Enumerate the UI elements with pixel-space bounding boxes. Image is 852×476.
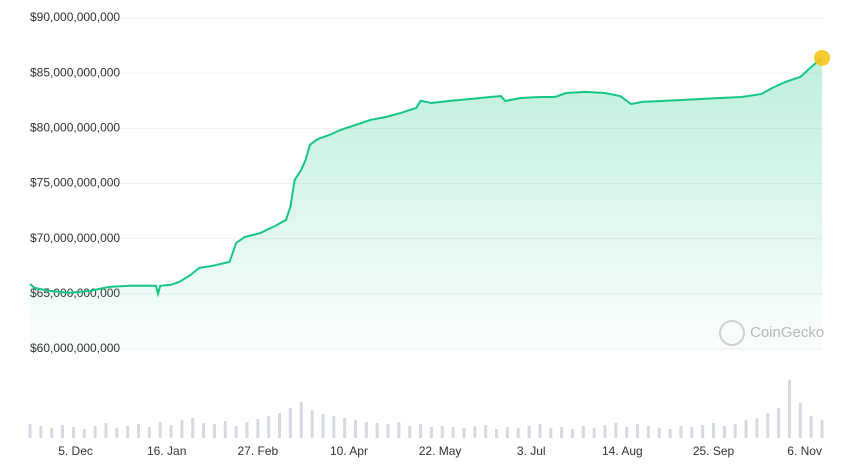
volume-bar: [408, 426, 412, 438]
volume-bar: [462, 428, 466, 438]
volume-bar: [353, 420, 357, 438]
volume-bar: [505, 427, 509, 438]
volume-bar: [679, 426, 683, 438]
volume-bar: [440, 426, 444, 438]
volume-bar: [646, 426, 650, 438]
volume-bar: [245, 422, 249, 438]
volume-bar: [321, 414, 325, 438]
y-tick-label: $75,000,000,000: [30, 176, 120, 190]
volume-bar: [158, 422, 162, 438]
volume-bar: [614, 423, 618, 438]
volume-bar: [451, 427, 455, 438]
x-tick-label: 3. Jul: [517, 444, 546, 458]
volume-bar: [712, 423, 716, 438]
volume-bar: [701, 425, 705, 438]
volume-bar: [61, 425, 65, 438]
y-tick-label: $90,000,000,000: [30, 10, 120, 24]
volume-bar: [299, 402, 303, 438]
volume-bar: [690, 427, 694, 438]
volume-bar: [223, 421, 227, 438]
volume-bar: [202, 423, 206, 438]
volume-bar: [93, 426, 97, 438]
x-tick-label: 27. Feb: [237, 444, 278, 458]
volume-bar: [549, 428, 553, 438]
volume-bar: [136, 424, 140, 438]
volume-bar: [288, 408, 292, 438]
watermark-text: CoinGecko: [750, 324, 824, 341]
volume-bar: [766, 413, 770, 438]
volume-bar: [310, 410, 314, 438]
volume-bar: [147, 427, 151, 438]
x-tick-label: 5. Dec: [58, 444, 93, 458]
volume-bar: [570, 429, 574, 438]
volume-bar: [820, 420, 824, 438]
volume-bar: [603, 425, 607, 438]
y-tick-label: $85,000,000,000: [30, 65, 120, 79]
volume-bar: [755, 418, 759, 438]
y-tick-label: $70,000,000,000: [30, 231, 120, 245]
volume-bar: [592, 428, 596, 438]
volume-bar: [668, 429, 672, 438]
volume-bar: [809, 416, 813, 438]
volume-bar: [657, 428, 661, 438]
x-tick-label: 16. Jan: [147, 444, 186, 458]
volume-bar: [256, 419, 260, 438]
volume-bar: [733, 424, 737, 438]
volume-bar: [787, 380, 791, 438]
volume-bar: [82, 429, 86, 438]
volume-bar: [744, 420, 748, 438]
volume-bar: [278, 413, 282, 438]
volume-bar: [343, 418, 347, 438]
volume-bar: [71, 427, 75, 438]
volume-bar: [560, 427, 564, 438]
volume-bar: [495, 429, 499, 438]
volume-bar: [625, 427, 629, 438]
volume-bar: [538, 424, 542, 438]
volume-bar: [126, 426, 130, 438]
volume-bar: [267, 416, 271, 438]
volume-bar: [798, 403, 802, 438]
watermark: CoinGecko: [719, 320, 824, 346]
volume-bar: [581, 426, 585, 438]
volume-bar: [212, 424, 216, 438]
x-tick-label: 10. Apr: [330, 444, 368, 458]
volume-bar: [364, 422, 368, 438]
volume-bar: [419, 424, 423, 438]
volume-bar: [516, 428, 520, 438]
x-tick-label: 6. Nov: [787, 444, 822, 458]
volume-bar: [332, 416, 336, 438]
watermark-logo: [719, 320, 745, 346]
volume-bar: [234, 426, 238, 438]
volume-bar: [50, 428, 54, 438]
x-tick-label: 22. May: [419, 444, 462, 458]
volume-bar: [386, 424, 390, 438]
volume-bar: [484, 425, 488, 438]
volume-bar: [777, 408, 781, 438]
volume-bar: [104, 423, 108, 438]
line: [29, 57, 823, 298]
x-tick-label: 25. Sep: [693, 444, 735, 458]
volume-bar: [180, 420, 184, 438]
last-point: [814, 49, 830, 66]
volume-bar: [397, 422, 401, 438]
volume-bar: [527, 426, 531, 438]
volume-bar: [429, 427, 433, 438]
y-tick-label: $80,000,000,000: [30, 121, 120, 135]
x-tick-label: 14. Aug: [602, 444, 643, 458]
volume-bar: [722, 426, 726, 438]
volume-bar: [169, 425, 173, 438]
volume-bar: [473, 426, 477, 438]
volume-bar: [636, 424, 640, 438]
volume-bar: [39, 426, 43, 438]
volume-bar: [28, 424, 32, 438]
volume-bar: [375, 423, 379, 438]
volume-bar: [191, 418, 195, 438]
area-fill: [30, 57, 822, 350]
volume-bar: [115, 428, 119, 438]
